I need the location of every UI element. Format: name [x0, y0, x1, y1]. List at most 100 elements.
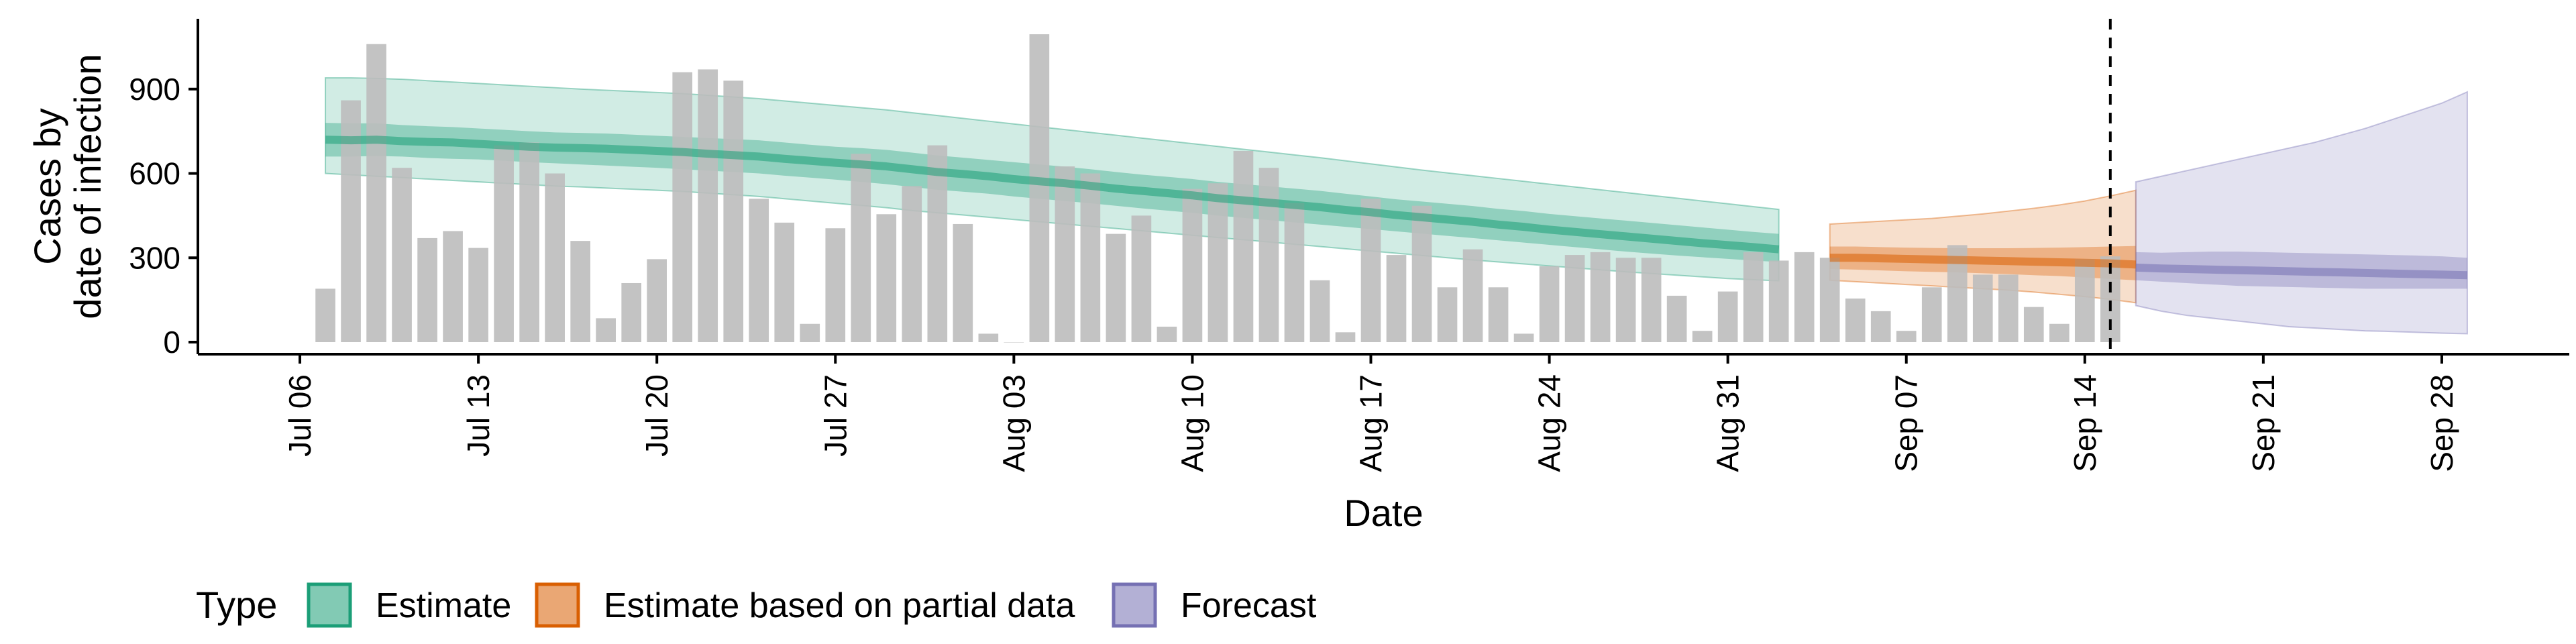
bar-32 — [1131, 215, 1152, 342]
bar-0 — [315, 288, 335, 342]
bar-49 — [1564, 255, 1585, 342]
bar-6 — [468, 248, 488, 342]
bar-57 — [1768, 260, 1789, 342]
legend: Type Estimate Estimate based on partial … — [196, 582, 1317, 628]
x-tick-label-9: Sep 07 — [1889, 374, 1924, 472]
y-tick-label-3: 900 — [129, 72, 180, 107]
bar-35 — [1208, 183, 1228, 342]
bar-33 — [1157, 326, 1177, 342]
legend-label-forecast: Forecast — [1181, 586, 1317, 625]
bar-16 — [723, 80, 744, 343]
y-axis-title-line-1: Cases by — [26, 108, 68, 264]
bar-layer — [315, 34, 2121, 343]
bar-20 — [825, 228, 846, 342]
bar-56 — [1743, 252, 1764, 342]
bar-42 — [1386, 255, 1407, 342]
median-layer — [325, 136, 2468, 280]
x-tick-label-1: Jul 13 — [461, 374, 496, 457]
x-tick-label-0: Jul 06 — [282, 374, 317, 457]
x-tick-label-11: Sep 21 — [2246, 374, 2281, 472]
bar-47 — [1513, 333, 1534, 342]
bar-21 — [851, 154, 871, 342]
bar-15 — [698, 69, 718, 342]
legend-key-partial — [535, 582, 580, 628]
ribbon-outer-1 — [1829, 189, 2137, 304]
bar-24 — [927, 145, 948, 342]
bar-43 — [1411, 205, 1432, 342]
y-axis: 0 300 600 900 — [129, 19, 199, 360]
x-tick-label-2: Jul 20 — [639, 374, 674, 457]
x-tick-label-3: Jul 27 — [818, 374, 853, 457]
bar-66 — [1998, 274, 2019, 342]
bar-3 — [392, 168, 412, 342]
y-axis-title-line-2: date of infection — [66, 54, 109, 319]
bar-65 — [1972, 274, 1993, 342]
legend-key-estimate — [307, 582, 352, 628]
bar-51 — [1615, 258, 1636, 342]
bar-41 — [1360, 199, 1381, 342]
x-axis-title: Date — [1344, 492, 1423, 534]
bar-63 — [1921, 287, 1942, 342]
bar-13 — [647, 259, 667, 342]
bar-61 — [1870, 311, 1891, 342]
bar-30 — [1080, 173, 1101, 342]
x-tick-label-12: Sep 28 — [2424, 374, 2459, 472]
bar-22 — [876, 214, 897, 342]
bar-14 — [672, 72, 693, 343]
x-ticks: Jul 06 Jul 13 Jul 20 Jul 27 Aug 03 Aug 10 Aug … — [282, 354, 2459, 472]
bar-10 — [570, 241, 590, 342]
bar-4 — [417, 237, 437, 342]
bar-58 — [1794, 252, 1815, 342]
plot-area — [315, 19, 2468, 354]
y-ticks: 0 300 600 900 — [129, 72, 198, 360]
x-tick-label-6: Aug 17 — [1353, 374, 1388, 472]
bar-54 — [1692, 331, 1713, 342]
bar-44 — [1437, 287, 1458, 342]
y-tick-label-0: 0 — [163, 325, 180, 360]
bar-9 — [545, 173, 565, 342]
x-tick-label-5: Aug 10 — [1175, 374, 1210, 472]
bar-31 — [1106, 233, 1126, 342]
bar-25 — [953, 223, 973, 342]
bar-18 — [774, 222, 795, 342]
bar-2 — [366, 44, 386, 342]
legend-label-estimate: Estimate — [376, 586, 511, 625]
bar-55 — [1717, 291, 1738, 342]
bar-34 — [1182, 189, 1203, 342]
x-tick-label-8: Aug 31 — [1711, 374, 1746, 472]
median-line-0 — [325, 136, 1780, 254]
x-tick-label-10: Sep 14 — [2068, 374, 2102, 472]
median-line-1 — [1829, 254, 2137, 269]
bar-17 — [749, 199, 769, 342]
bar-12 — [621, 282, 642, 342]
bar-50 — [1590, 252, 1611, 342]
bar-11 — [596, 318, 616, 342]
x-axis: Jul 06 Jul 13 Jul 20 Jul 27 Aug 03 Aug 10 Aug … — [198, 353, 2569, 472]
bar-59 — [1819, 258, 1840, 342]
bar-36 — [1233, 150, 1254, 342]
bar-68 — [2049, 323, 2070, 342]
y-tick-label-2: 600 — [129, 156, 180, 191]
bar-27 — [1004, 342, 1024, 343]
x-tick-label-7: Aug 24 — [1532, 374, 1567, 472]
bar-29 — [1055, 166, 1075, 343]
bar-48 — [1539, 266, 1560, 342]
bar-53 — [1666, 295, 1687, 342]
median-line-2 — [2135, 263, 2468, 280]
legend-key-forecast — [1112, 582, 1157, 628]
bar-38 — [1284, 203, 1305, 342]
bar-19 — [800, 323, 820, 342]
legend-item-forecast: Forecast — [1112, 582, 1317, 628]
bar-46 — [1488, 287, 1509, 342]
legend-item-estimate: Estimate — [307, 582, 511, 628]
bar-28 — [1029, 34, 1050, 342]
bar-39 — [1309, 280, 1330, 342]
x-tick-label-4: Aug 03 — [996, 374, 1031, 472]
bar-62 — [1896, 331, 1917, 342]
bar-37 — [1258, 168, 1279, 342]
bar-23 — [902, 186, 922, 342]
bar-5 — [443, 231, 463, 342]
bar-52 — [1641, 258, 1662, 342]
ribbon-outer-2 — [2135, 91, 2468, 335]
